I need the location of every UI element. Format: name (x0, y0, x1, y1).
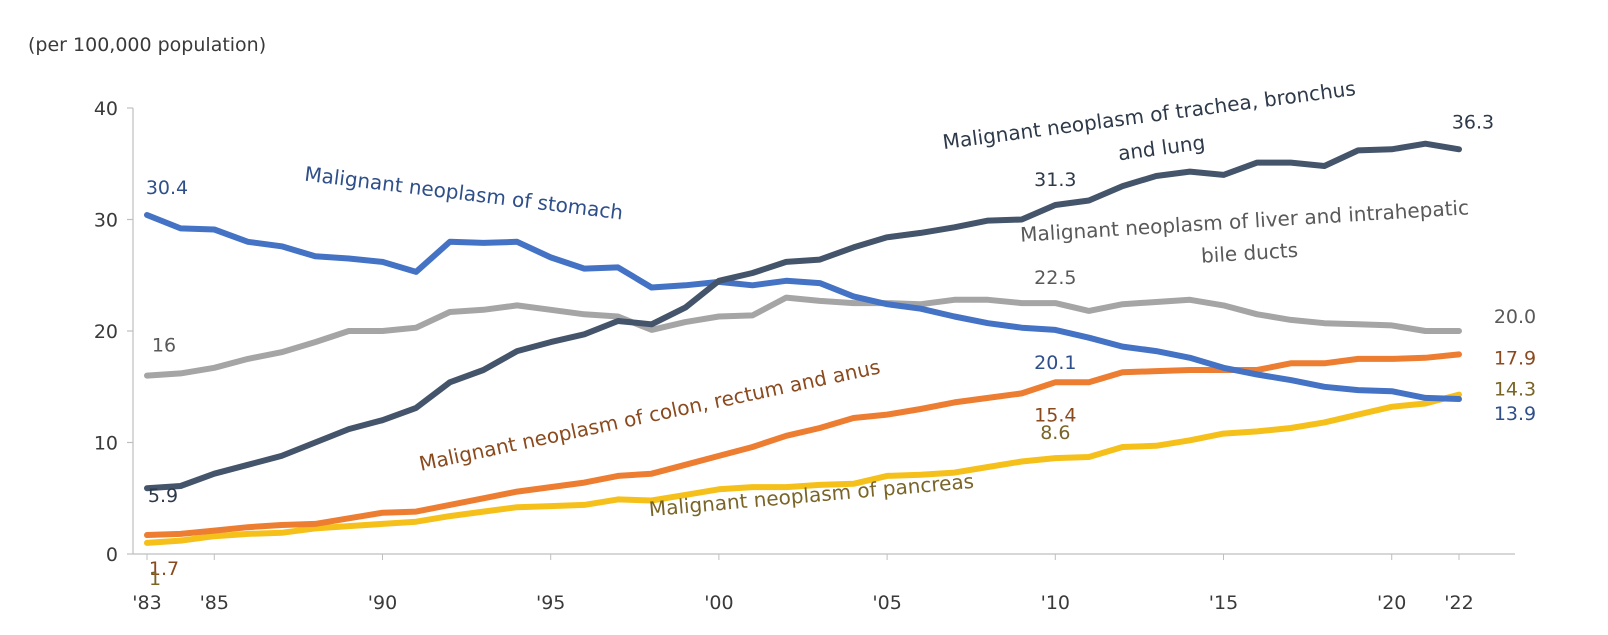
value-label-lung: 31.3 (1034, 169, 1076, 191)
value-label-lung: 36.3 (1452, 111, 1494, 133)
x-tick-label: '83 (132, 592, 161, 614)
value-label-pancreas: 14.3 (1494, 379, 1536, 401)
value-label-liver: 22.5 (1034, 267, 1076, 289)
series-name-line: Malignant neoplasm of stomach (303, 162, 624, 225)
value-label-pancreas: 1 (149, 568, 161, 590)
x-tick-label: '00 (704, 592, 733, 614)
series-line-liver (144, 294, 1462, 379)
x-tick-label: '95 (536, 592, 565, 614)
y-tick-label: 20 (94, 321, 118, 343)
series-name-line: Malignant neoplasm of colon, rectum and … (417, 354, 882, 475)
series-line-pancreas (144, 391, 1462, 546)
value-label-pancreas: 8.6 (1040, 422, 1070, 444)
series-name-line: Malignant neoplasm of pancreas (648, 469, 975, 521)
y-tick-label: 0 (106, 544, 118, 566)
y-tick-label: 40 (94, 98, 118, 120)
series-line-stomach (144, 212, 1462, 402)
x-tick-label: '90 (368, 592, 397, 614)
series-name-line: and lung (1116, 130, 1206, 165)
series-name-liver: Malignant neoplasm of liver and intrahep… (1020, 195, 1470, 268)
value-label-stomach: 13.9 (1494, 403, 1536, 425)
x-tick-label: '22 (1444, 592, 1473, 614)
series-names: Malignant neoplasm of stomach Malignant n… (303, 76, 1470, 521)
series-lines (144, 140, 1462, 546)
value-label-liver: 20.0 (1494, 306, 1536, 328)
value-label-liver: 16 (152, 335, 176, 357)
x-tick-label: '15 (1209, 592, 1238, 614)
series-name-line: bile ducts (1200, 238, 1298, 268)
series-name-lung: Malignant neoplasm of trachea, bronchusa… (941, 76, 1357, 165)
value-label-colon: 1.7 (149, 558, 179, 580)
series-name-pancreas: Malignant neoplasm of pancreas (648, 469, 975, 521)
y-tick-label: 10 (94, 433, 118, 455)
value-label-colon: 15.4 (1034, 404, 1076, 426)
value-labels: 30.4 20.1 13.9 5.9 31.3 36.3 16 22.5 20.0 1.7 15.4… (146, 111, 1536, 590)
series-name-colon: Malignant neoplasm of colon, rectum and … (417, 354, 882, 475)
value-label-colon: 17.9 (1494, 347, 1536, 369)
y-unit-label: (per 100,000 population) (28, 34, 267, 56)
x-tick-label: '10 (1041, 592, 1070, 614)
axes: 0 10 20 30 40 '83 '85 '90 '95 '00 '05 '10 '15 '20 '22 (94, 98, 1515, 614)
value-label-stomach: 20.1 (1034, 352, 1076, 374)
value-label-stomach: 30.4 (146, 177, 188, 199)
y-tick-label: 30 (94, 210, 118, 232)
x-tick-label: '20 (1377, 592, 1406, 614)
value-label-lung: 5.9 (148, 485, 178, 507)
series-line-lung (144, 140, 1462, 492)
series-name-stomach: Malignant neoplasm of stomach (303, 162, 624, 225)
x-tick-label: '05 (872, 592, 901, 614)
x-tick-label: '85 (200, 592, 229, 614)
